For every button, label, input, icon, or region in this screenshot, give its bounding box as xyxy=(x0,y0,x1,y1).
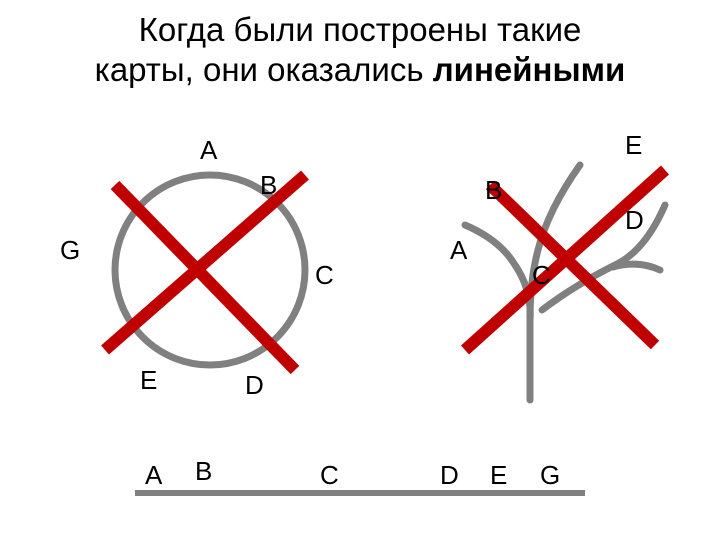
axis-label-G: G xyxy=(540,460,560,491)
gene-label-A: A xyxy=(200,135,217,166)
axis-label-B: B xyxy=(195,456,212,487)
gene-label-C: C xyxy=(532,260,551,291)
title-bold-word: линейными xyxy=(433,51,626,88)
axis-label-C: C xyxy=(320,460,339,491)
title-line1: Когда были построены такие xyxy=(139,11,582,48)
axis-label-A: A xyxy=(145,460,162,491)
gene-label-D: D xyxy=(245,370,264,401)
gene-label-D: D xyxy=(625,205,644,236)
gene-label-C: C xyxy=(315,260,334,291)
title-line2a: карты, они оказались xyxy=(95,51,433,88)
gene-label-B: B xyxy=(485,175,502,206)
gene-label-A: A xyxy=(450,235,467,266)
gene-label-B: B xyxy=(260,170,277,201)
gene-label-E: E xyxy=(625,130,642,161)
linear-axis xyxy=(135,490,585,496)
gene-label-G: G xyxy=(60,235,80,266)
axis-label-E: E xyxy=(490,460,507,491)
gene-label-E: E xyxy=(140,365,157,396)
slide-title: Когда были построены такие карты, они ок… xyxy=(0,10,720,89)
axis-label-D: D xyxy=(440,460,459,491)
